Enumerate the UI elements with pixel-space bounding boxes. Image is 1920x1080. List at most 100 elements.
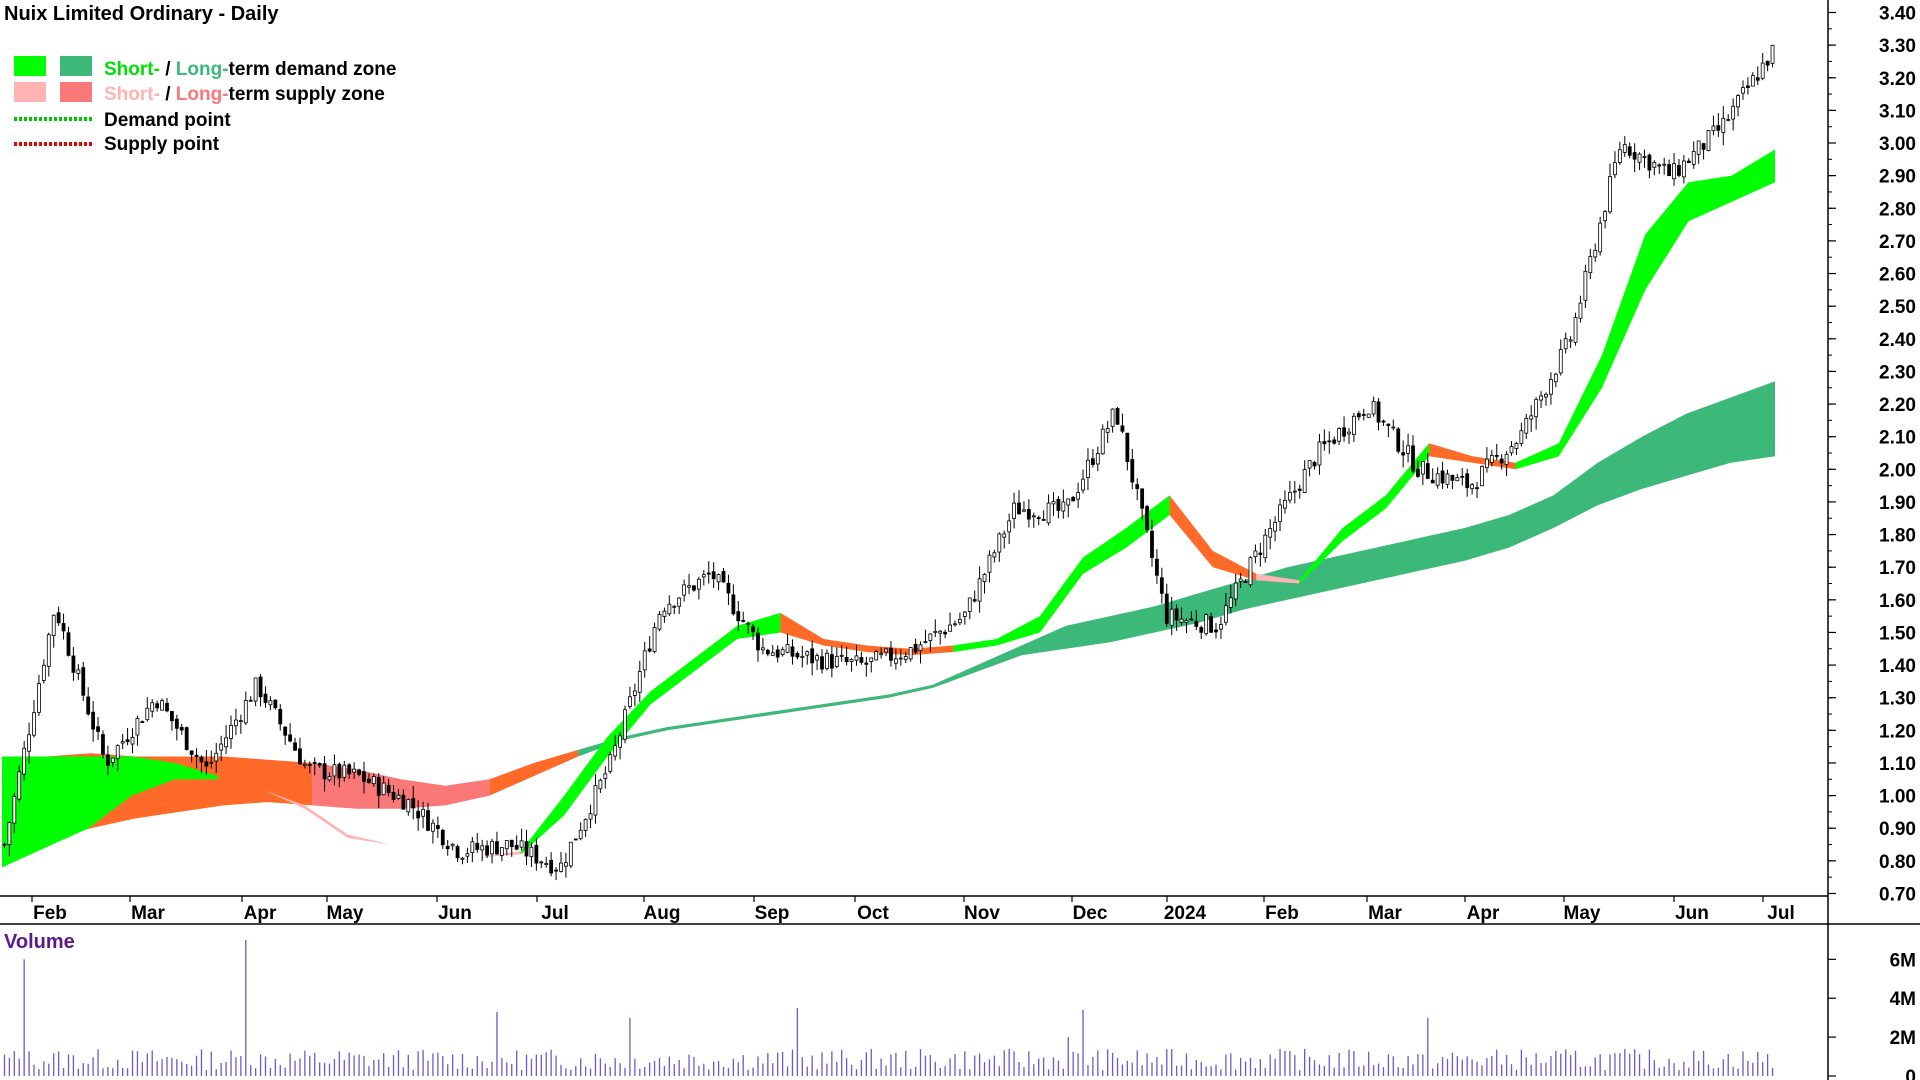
chart-title: Nuix Limited Ordinary - Daily (4, 3, 279, 25)
candle-body (1169, 608, 1174, 626)
candle-body (426, 810, 430, 831)
candle-body (1145, 506, 1149, 531)
candle-body (1588, 256, 1593, 274)
candle-body (1022, 509, 1026, 512)
candle-body (559, 862, 563, 872)
candle-body (1243, 581, 1248, 583)
x-tick-label: Apr (1467, 903, 1500, 924)
y-tick-label: 1.60 (1879, 591, 1916, 612)
candle-body (1647, 154, 1652, 171)
candle-body (1593, 249, 1598, 258)
candle-body (327, 776, 332, 781)
legend-demand-suffix: term demand zone (229, 59, 397, 80)
long-term-supply-zone-recovery (489, 749, 579, 796)
legend: Short- / Long-term demand zone Short- / … (14, 56, 396, 155)
candle-body (928, 633, 933, 641)
volume-y-tick-label: 0 (1905, 1067, 1916, 1080)
candle-body (499, 847, 504, 856)
candle-body (810, 648, 815, 664)
candle-body (337, 763, 342, 779)
candle-body (1012, 502, 1016, 519)
candle-body (1519, 430, 1524, 444)
candle-body (1603, 211, 1607, 222)
candle-body (1268, 528, 1273, 538)
candle-body (435, 825, 440, 830)
volume-panel-label: Volume (4, 931, 75, 953)
legend-demand-long: Long- (176, 59, 229, 80)
month-x-axis: Feb Mar Apr May Jun Jul Aug Sep Oct Nov Dec 2024 Feb… (31, 896, 1795, 924)
candle-body (1036, 517, 1041, 520)
legend-short-demand-swatch (14, 56, 46, 76)
candle-body (879, 653, 884, 656)
candle-body (367, 778, 371, 784)
candle-body (1578, 302, 1583, 319)
candle-body (1494, 454, 1499, 457)
candle-body (746, 622, 751, 625)
candle-body (76, 669, 81, 674)
candle-body (194, 754, 199, 757)
candle-body (1184, 619, 1189, 623)
candle-body (1657, 164, 1662, 167)
candle-body (1406, 445, 1410, 454)
candle-body (608, 754, 613, 772)
candle-body (1312, 462, 1317, 467)
candle-body (1081, 478, 1085, 491)
candle-body (632, 690, 637, 696)
candle-body (1278, 504, 1282, 523)
x-tick-label: Oct (857, 903, 889, 924)
candle-body (1539, 395, 1543, 401)
candle-body (790, 646, 795, 657)
candle-body (1425, 463, 1430, 479)
candle-body (150, 702, 155, 712)
candle-body (1155, 558, 1159, 576)
candle-body (1681, 160, 1686, 178)
candle-body (1194, 620, 1199, 627)
candle-body (509, 839, 514, 848)
candle-body (2, 843, 7, 846)
candle-body (460, 857, 465, 860)
candle-body (677, 597, 682, 607)
candle-body (293, 742, 297, 751)
y-tick-label: 2.60 (1879, 265, 1916, 286)
candle-body (411, 798, 416, 809)
candle-body (145, 707, 150, 721)
candle-body (1366, 413, 1371, 418)
volume-y-tick-label: 4M (1890, 989, 1916, 1010)
candle-body (785, 644, 790, 653)
candle-body (401, 794, 406, 810)
candle-body (603, 773, 608, 779)
candle-body (1529, 415, 1534, 420)
candle-body (761, 647, 765, 651)
candle-body (736, 611, 741, 622)
candle-body (731, 594, 736, 615)
y-tick-label: 3.10 (1879, 101, 1916, 122)
candle-body (332, 764, 337, 777)
candle-body (854, 655, 859, 661)
candle-body (918, 644, 923, 651)
candle-body (539, 861, 544, 864)
candle-body (913, 644, 918, 653)
candle-body (1489, 455, 1494, 463)
candle-body (140, 721, 145, 723)
candle-body (770, 652, 775, 656)
candle-body (1524, 418, 1529, 434)
candle-body (1736, 95, 1740, 108)
candle-body (386, 784, 391, 793)
y-tick-label: 1.10 (1879, 754, 1916, 775)
candle-body (1307, 460, 1312, 469)
candle-body (1071, 496, 1076, 502)
candle-body (1706, 130, 1711, 151)
candle-body (933, 630, 938, 633)
candle-body (1283, 500, 1287, 509)
candle-body (618, 735, 622, 748)
candle-body (1150, 530, 1154, 558)
y-tick-label: 2.50 (1879, 297, 1916, 318)
legend-supply-short: Short- (104, 84, 160, 105)
candle-body (431, 822, 435, 832)
candle-body (238, 720, 243, 723)
candle-body (1632, 152, 1637, 160)
candle-body (1662, 163, 1667, 166)
candle-body (967, 597, 972, 612)
candle-body (637, 671, 642, 693)
candle-body (805, 651, 810, 656)
